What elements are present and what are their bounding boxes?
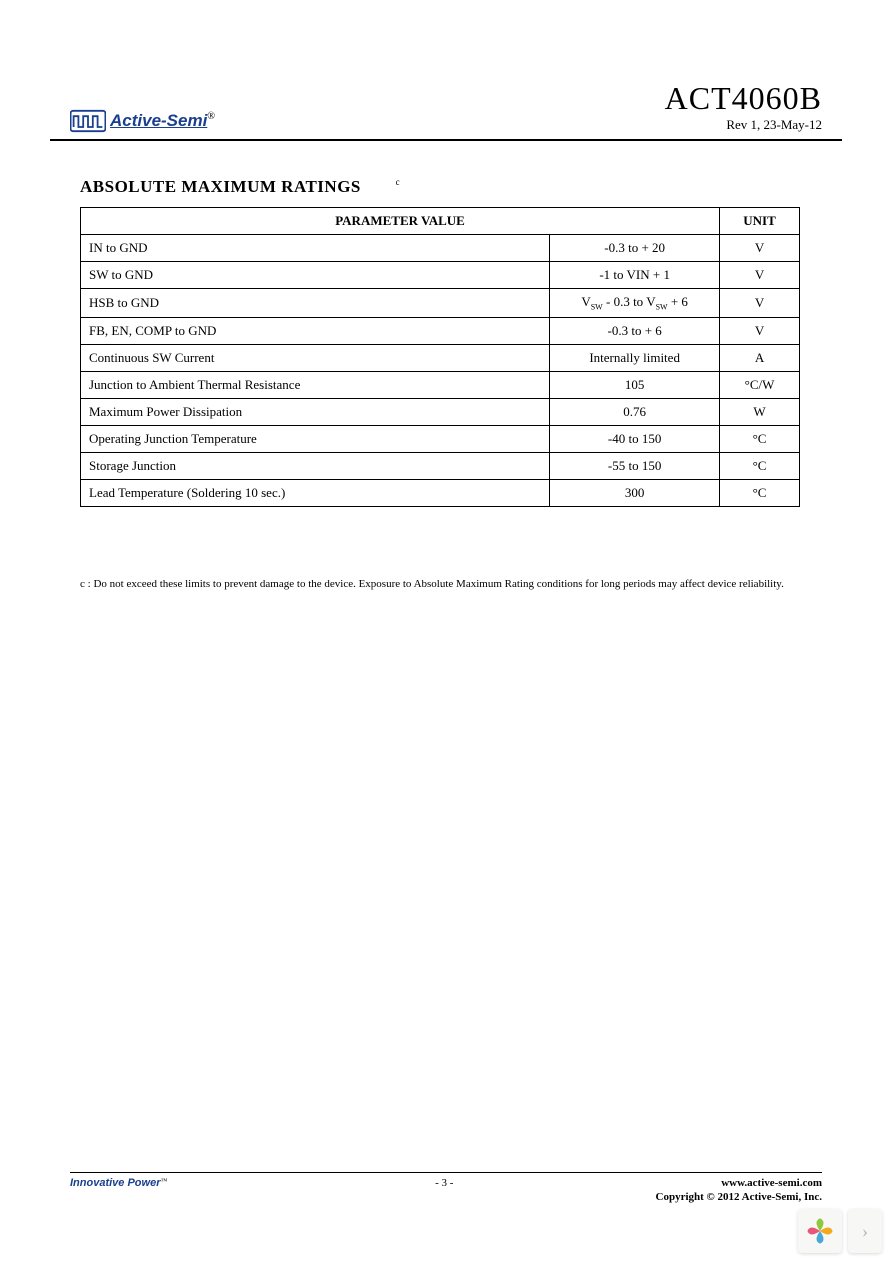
cell-unit: V [720,289,800,318]
cell-value: 300 [550,479,720,506]
cell-unit: V [720,317,800,344]
footnote-marker: c [80,578,85,590]
table-row: Storage Junction-55 to 150°C [81,452,800,479]
next-page-button[interactable]: › [848,1209,882,1253]
table-row: Lead Temperature (Soldering 10 sec.)300°… [81,479,800,506]
table-header-row: PARAMETER VALUE UNIT [81,208,800,235]
cell-parameter: Continuous SW Current [81,344,550,371]
footer-trademark: ™ [160,1177,167,1185]
cell-unit: A [720,344,800,371]
cell-parameter: IN to GND [81,235,550,262]
cell-unit: °C/W [720,371,800,398]
revision-line: Rev 1, 23-May-12 [665,117,822,133]
footnote: c : Do not exceed these limits to preven… [80,577,812,591]
section-title: ABSOLUTE MAXIMUM RATINGS c [80,177,842,197]
page-header: Active-Semi® ACT4060B Rev 1, 23-May-12 [50,80,842,141]
pinwheel-icon [806,1217,834,1245]
cell-unit: V [720,262,800,289]
footer-copyright: Copyright © 2012 Active-Semi, Inc. [70,1191,822,1203]
logo-registered-mark: ® [207,111,215,122]
cell-parameter: SW to GND [81,262,550,289]
page-footer: Innovative Power™ - 3 - www.active-semi.… [70,1172,822,1203]
cell-value: Internally limited [550,344,720,371]
cell-parameter: HSB to GND [81,289,550,318]
footer-tagline: Innovative Power [70,1177,160,1189]
header-unit: UNIT [720,208,800,235]
viewer-controls: › [798,1209,882,1253]
logo-wave-icon [70,109,106,133]
chevron-right-icon: › [862,1221,868,1242]
datasheet-page: Active-Semi® ACT4060B Rev 1, 23-May-12 A… [0,0,892,591]
cell-value: 0.76 [550,398,720,425]
part-number: ACT4060B [665,80,822,117]
table-row: Maximum Power Dissipation0.76W [81,398,800,425]
cell-value: -1 to VIN + 1 [550,262,720,289]
cell-unit: °C [720,425,800,452]
cell-parameter: Operating Junction Temperature [81,425,550,452]
footer-row: Innovative Power™ - 3 - www.active-semi.… [70,1177,822,1189]
footer-page-number: - 3 - [167,1177,721,1189]
table-row: Junction to Ambient Thermal Resistance10… [81,371,800,398]
header-parameter: PARAMETER VALUE [81,208,720,235]
table-row: FB, EN, COMP to GND-0.3 to + 6V [81,317,800,344]
cell-parameter: Maximum Power Dissipation [81,398,550,425]
section-note-marker: c [396,177,401,187]
part-block: ACT4060B Rev 1, 23-May-12 [665,80,822,133]
cell-parameter: Storage Junction [81,452,550,479]
table-row: IN to GND-0.3 to + 20V [81,235,800,262]
logo-text: Active-Semi [110,111,207,130]
cell-value: -0.3 to + 6 [550,317,720,344]
cell-unit: W [720,398,800,425]
cell-unit: °C [720,479,800,506]
cell-unit: °C [720,452,800,479]
viewer-logo-button[interactable] [798,1209,842,1253]
footnote-text: : Do not exceed these limits to prevent … [88,578,784,590]
cell-value: -40 to 150 [550,425,720,452]
table-row: Continuous SW CurrentInternally limitedA [81,344,800,371]
cell-value: -55 to 150 [550,452,720,479]
table-row: SW to GND-1 to VIN + 1V [81,262,800,289]
cell-value: -0.3 to + 20 [550,235,720,262]
table-row: Operating Junction Temperature-40 to 150… [81,425,800,452]
table-row: HSB to GNDVSW - 0.3 to VSW + 6V [81,289,800,318]
section-title-text: ABSOLUTE MAXIMUM RATINGS [80,177,361,196]
cell-value: 105 [550,371,720,398]
cell-parameter: Lead Temperature (Soldering 10 sec.) [81,479,550,506]
footer-left: Innovative Power™ [70,1177,167,1189]
cell-unit: V [720,235,800,262]
company-logo: Active-Semi® [70,109,215,133]
cell-parameter: FB, EN, COMP to GND [81,317,550,344]
ratings-table: PARAMETER VALUE UNIT IN to GND-0.3 to + … [80,207,800,507]
cell-parameter: Junction to Ambient Thermal Resistance [81,371,550,398]
cell-value: VSW - 0.3 to VSW + 6 [550,289,720,318]
footer-url: www.active-semi.com [721,1177,822,1189]
